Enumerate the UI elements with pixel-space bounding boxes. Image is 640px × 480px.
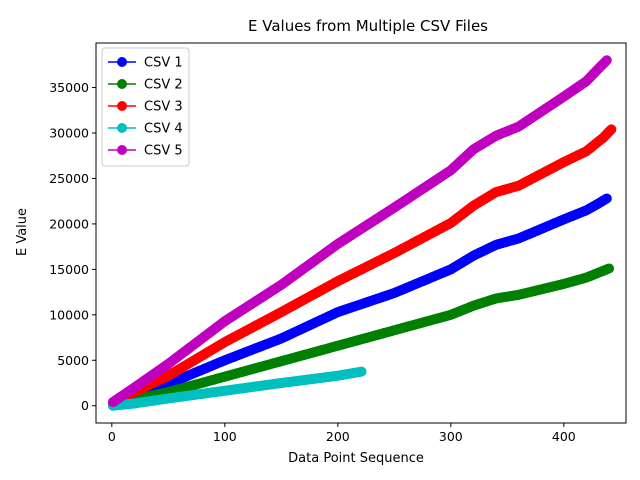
data-point <box>356 366 367 377</box>
data-point <box>601 55 612 66</box>
series-5 <box>107 55 612 408</box>
y-tick-label: 5000 <box>57 353 89 368</box>
legend-label: CSV 3 <box>144 100 183 115</box>
y-axis-label: E Value <box>15 208 30 256</box>
legend-swatch-marker <box>117 123 127 133</box>
data-point <box>601 193 612 204</box>
chart-title: E Values from Multiple CSV Files <box>248 17 488 35</box>
legend-item: CSV 2 <box>108 78 183 93</box>
data-point <box>604 263 615 274</box>
x-axis: 0 100 200 300 400 <box>108 423 576 444</box>
series-layer <box>107 55 617 411</box>
y-tick-label: 10000 <box>49 307 89 322</box>
legend-box <box>101 47 190 167</box>
series-2 <box>107 263 615 411</box>
legend-item: CSV 5 <box>108 144 183 159</box>
series-3 <box>107 124 617 408</box>
x-axis-label: Data Point Sequence <box>288 451 424 466</box>
legend-swatch-marker <box>117 57 127 67</box>
legend-swatch-marker <box>117 101 127 111</box>
y-tick-label: 20000 <box>49 216 89 231</box>
x-tick-label: 300 <box>439 429 463 444</box>
y-tick-label: 30000 <box>49 126 89 141</box>
legend: CSV 1 CSV 2 CSV 3 CSV 4 CSV 5 <box>101 47 190 167</box>
legend-label: CSV 1 <box>144 56 183 71</box>
x-tick-label: 0 <box>108 429 116 444</box>
y-tick-label: 0 <box>81 398 89 413</box>
legend-swatch-marker <box>117 79 127 89</box>
y-axis: 0 5000 10000 15000 20000 25000 30000 35000 <box>49 80 96 413</box>
x-tick-label: 200 <box>326 429 350 444</box>
series-4 <box>107 366 367 411</box>
legend-label: CSV 5 <box>144 144 183 159</box>
legend-label: CSV 4 <box>144 122 183 137</box>
legend-item: CSV 1 <box>108 56 183 71</box>
x-tick-label: 400 <box>552 429 576 444</box>
y-tick-label: 25000 <box>49 171 89 186</box>
y-tick-label: 35000 <box>49 80 89 95</box>
plot-frame <box>95 42 627 424</box>
legend-label: CSV 2 <box>144 78 183 93</box>
legend-item: CSV 4 <box>108 122 183 137</box>
y-tick-label: 15000 <box>49 262 89 277</box>
data-point <box>606 124 617 135</box>
legend-item: CSV 3 <box>108 100 183 115</box>
x-tick-label: 100 <box>213 429 237 444</box>
legend-swatch-marker <box>117 145 127 155</box>
